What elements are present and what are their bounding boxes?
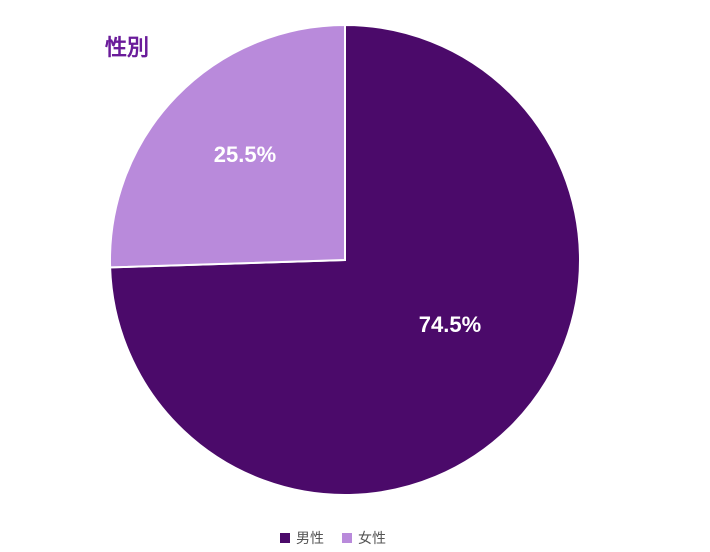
legend-item-女性: 女性: [342, 528, 386, 548]
slice-label-女性: 25.5%: [214, 142, 276, 168]
legend-item-男性: 男性: [280, 528, 324, 548]
legend: 男性 女性: [280, 528, 386, 548]
legend-label: 女性: [358, 528, 386, 548]
legend-label: 男性: [296, 528, 324, 548]
legend-swatch: [342, 533, 352, 543]
gender-pie-chart: 性別 74.5%25.5% 男性女性: [0, 0, 710, 552]
slice-label-男性: 74.5%: [419, 312, 481, 338]
legend-swatch: [280, 533, 290, 543]
pie-plot: [110, 25, 580, 495]
